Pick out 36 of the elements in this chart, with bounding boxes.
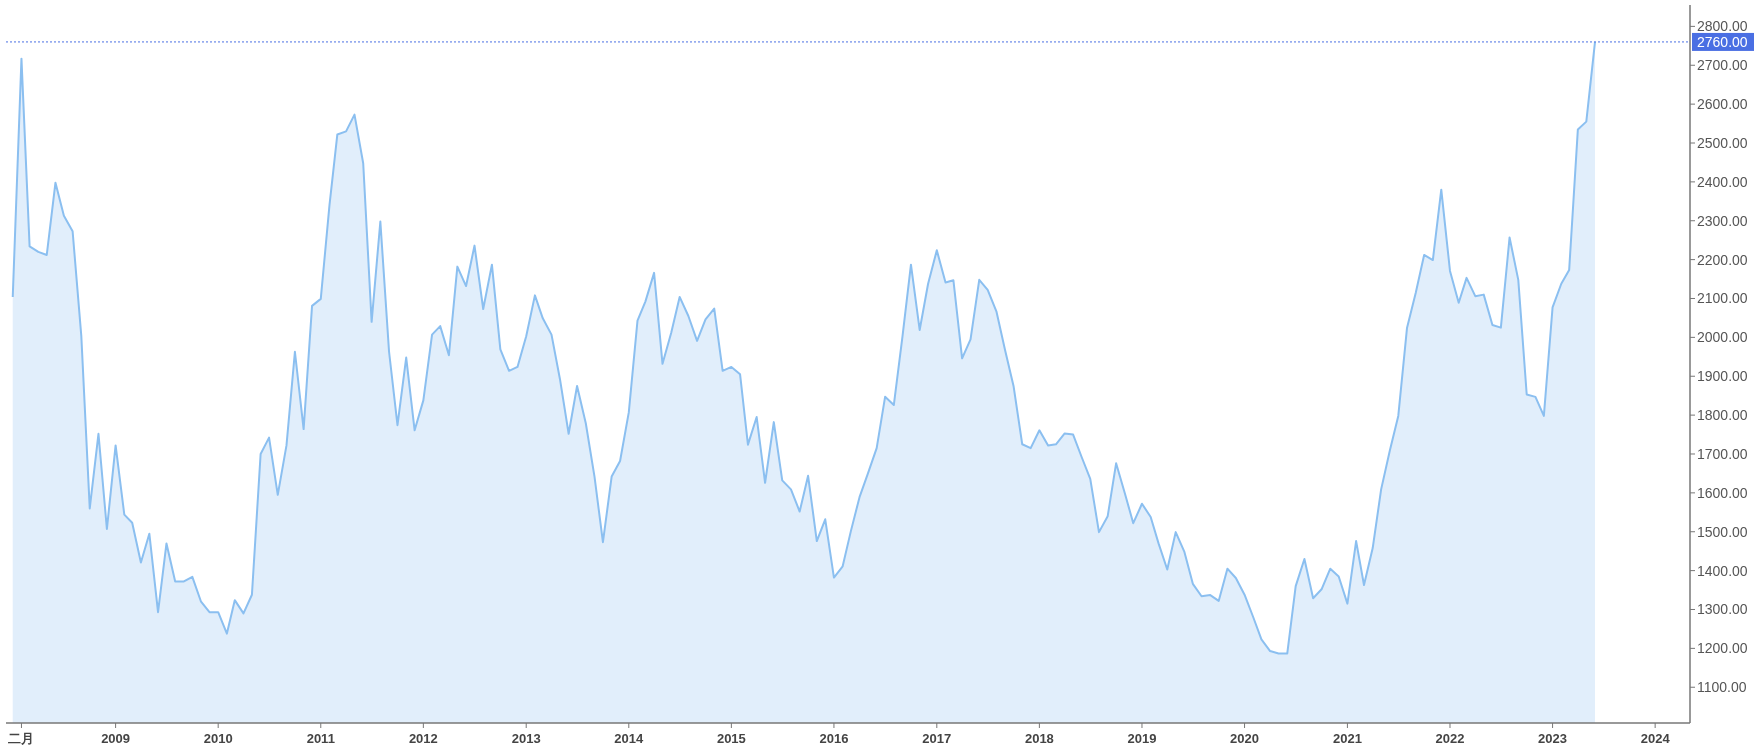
y-tick-label: 2400.00 [1697, 173, 1748, 190]
y-tick-label: 1400.00 [1697, 562, 1748, 579]
x-tick-label: 2017 [922, 731, 952, 746]
y-tick-label: 1100.00 [1697, 679, 1747, 696]
y-tick-label: 1800.00 [1697, 407, 1748, 424]
x-tick-label: 2015 [716, 731, 746, 746]
y-tick-label: 2200.00 [1697, 251, 1748, 268]
y-tick-label: 2500.00 [1697, 134, 1748, 151]
y-tick-label: 2700.00 [1697, 57, 1748, 74]
x-tick-label: 2022 [1435, 731, 1465, 746]
y-tick-label: 1600.00 [1697, 484, 1748, 501]
x-tick-label: 2012 [408, 731, 438, 746]
x-tick-label: 2016 [819, 731, 849, 746]
ref-line-label: 2760.00 [1697, 33, 1748, 50]
y-tick-label: 2800.00 [1697, 18, 1748, 35]
y-tick-label: 1500.00 [1697, 523, 1748, 540]
y-tick-label: 2300.00 [1697, 212, 1748, 229]
x-tick-label: 2014 [614, 731, 645, 746]
y-tick-label: 1900.00 [1697, 368, 1748, 385]
y-tick-label: 1200.00 [1697, 640, 1748, 657]
x-tick-label: 2009 [101, 731, 131, 746]
y-tick-label: 2600.00 [1697, 96, 1748, 113]
x-tick-label: 2023 [1538, 731, 1568, 746]
x-tick-label: 2024 [1640, 731, 1671, 746]
x-tick-label: 2010 [203, 731, 233, 746]
y-tick-label: 2000.00 [1697, 329, 1748, 346]
x-tick-label: 2011 [306, 731, 335, 746]
x-tick-label: 2021 [1332, 731, 1362, 746]
y-tick-label: 1700.00 [1697, 445, 1748, 462]
x-tick-label: 2020 [1230, 731, 1260, 746]
x-tick-label: 2019 [1127, 731, 1157, 746]
y-tick-label: 2100.00 [1697, 290, 1748, 307]
x-tick-label: 2013 [511, 731, 541, 746]
y-tick-label: 1300.00 [1697, 601, 1748, 618]
x-tick-label: 二月 [8, 731, 35, 746]
x-tick-label: 2018 [1024, 731, 1054, 746]
